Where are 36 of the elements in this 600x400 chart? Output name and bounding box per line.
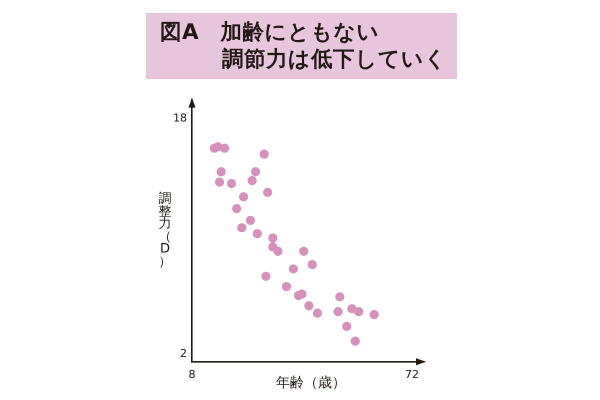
point xyxy=(246,216,256,225)
point xyxy=(232,204,242,214)
point xyxy=(350,336,360,346)
point xyxy=(220,144,230,153)
point xyxy=(273,246,283,256)
point xyxy=(299,246,308,256)
point xyxy=(370,310,379,320)
point xyxy=(226,178,236,188)
point xyxy=(282,282,292,292)
point xyxy=(268,233,278,243)
y-tick-label: 18 xyxy=(173,112,187,125)
point xyxy=(297,289,307,299)
point xyxy=(312,308,322,318)
point xyxy=(304,301,314,310)
y-axis-title: 調整力（D） xyxy=(158,192,172,269)
point xyxy=(342,322,352,331)
point xyxy=(252,228,262,238)
point xyxy=(248,176,257,186)
point xyxy=(335,292,344,302)
x-tick-label: 8 xyxy=(188,368,196,382)
point xyxy=(260,149,269,159)
point xyxy=(263,188,272,197)
point xyxy=(333,307,343,316)
point xyxy=(288,264,298,274)
point xyxy=(261,272,270,281)
point xyxy=(216,167,226,176)
point xyxy=(237,223,246,232)
point xyxy=(308,260,317,270)
chart-title: 図A 加齢にともない調節力は低下していく xyxy=(160,20,447,72)
y-tick-label: 2 xyxy=(180,347,187,360)
point xyxy=(214,177,224,187)
x-tick-label: 72 xyxy=(404,368,419,382)
x-axis-title: 年齢（歳） xyxy=(276,374,346,392)
point xyxy=(250,167,260,176)
point xyxy=(238,192,248,202)
point xyxy=(354,307,364,316)
